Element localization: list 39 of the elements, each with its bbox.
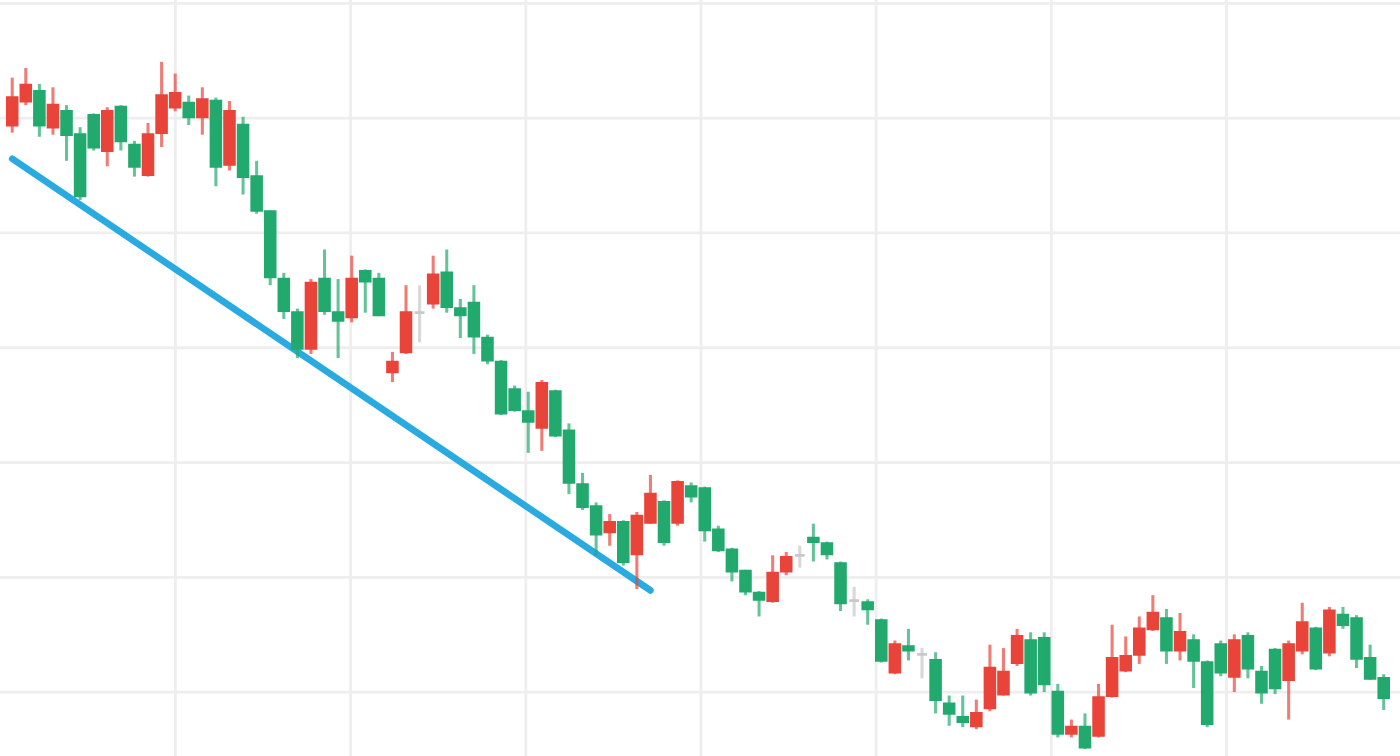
candlestick [33, 82, 46, 139]
candlestick [1323, 605, 1336, 658]
candlestick [386, 350, 399, 384]
candlestick [426, 254, 440, 311]
candlestick [929, 650, 942, 715]
candlestick [114, 103, 128, 153]
candlestick [1173, 611, 1187, 662]
candlestick [942, 693, 956, 728]
candlestick [875, 617, 888, 665]
candlestick [752, 589, 766, 619]
candlestick [345, 254, 358, 324]
candlestick [915, 646, 929, 680]
candlestick [834, 559, 847, 613]
candlestick [128, 139, 141, 179]
candlestick [413, 283, 426, 344]
candlestick [603, 512, 616, 548]
candlestick [1309, 625, 1323, 672]
candlestick [617, 518, 630, 568]
candlestick [888, 639, 902, 676]
candlestick [657, 498, 671, 548]
candlestick [970, 698, 983, 731]
candlestick [1160, 607, 1173, 666]
candlestick [196, 85, 209, 137]
candlestick [956, 693, 970, 729]
candlestick [861, 597, 874, 627]
candlestick [101, 105, 114, 168]
candlestick [847, 585, 861, 619]
candlestick [1241, 630, 1255, 680]
candlestick [535, 378, 549, 453]
candlestick [671, 478, 684, 528]
candlestick [1078, 711, 1092, 751]
candlestick [1051, 682, 1065, 739]
candlestick [793, 544, 807, 570]
candlestick [1228, 632, 1241, 694]
candlestick [1010, 627, 1024, 668]
candlestick [902, 627, 915, 662]
candlestick [399, 283, 413, 356]
candlestick [182, 94, 196, 127]
candlestick [46, 85, 60, 137]
